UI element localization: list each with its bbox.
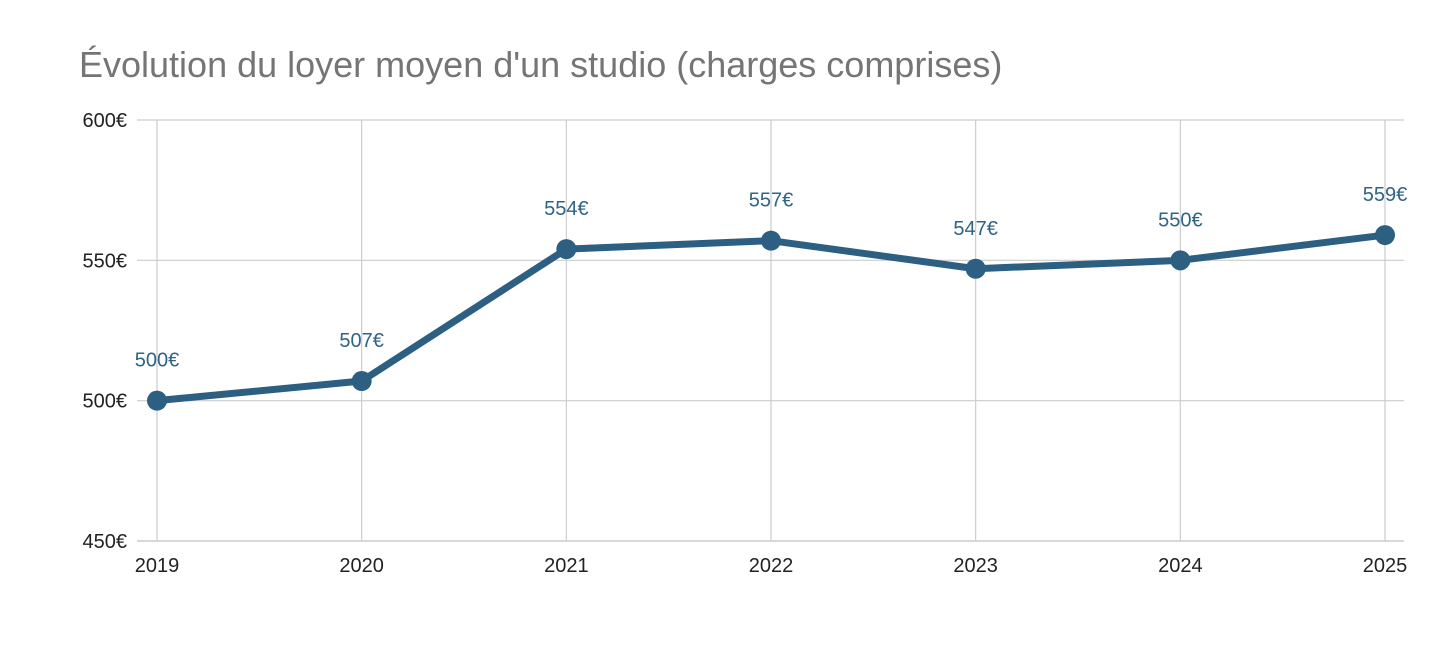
data-point — [761, 230, 781, 251]
data-point — [556, 239, 577, 260]
data-point — [965, 258, 986, 279]
x-tick-label: 2020 — [339, 555, 384, 577]
data-point — [147, 390, 167, 411]
chart-title: Évolution du loyer moyen d'un studio (ch… — [79, 44, 1003, 85]
y-tick-label: 450€ — [83, 531, 128, 553]
data-label: 559€ — [1363, 184, 1408, 206]
axis-labels: 450€ 500€ 550€ 600€ 2019 2020 2021 2022 2023 2024… — [83, 110, 1408, 577]
data-labels: 500€ 507€ 554€ 557€ 547€ 550€ 559€ — [135, 184, 1408, 372]
data-label: 507€ — [339, 330, 384, 352]
x-tick-label: 2024 — [1158, 555, 1203, 577]
x-tick-label: 2025 — [1363, 555, 1408, 577]
data-label: 500€ — [135, 350, 180, 372]
data-point — [1375, 225, 1395, 246]
x-tick-label: 2019 — [135, 555, 180, 577]
data-label: 547€ — [953, 218, 998, 240]
x-tick-label: 2022 — [749, 555, 794, 577]
data-label: 550€ — [1158, 209, 1203, 231]
data-point — [1170, 250, 1191, 271]
grid-lines — [137, 119, 1404, 542]
y-tick-label: 550€ — [83, 250, 128, 272]
series — [147, 225, 1395, 411]
data-label: 557€ — [749, 190, 794, 212]
y-tick-label: 600€ — [83, 110, 128, 132]
data-label: 554€ — [544, 198, 589, 220]
data-point — [351, 371, 372, 392]
y-tick-label: 500€ — [83, 391, 128, 413]
x-tick-label: 2023 — [953, 555, 998, 577]
x-tick-label: 2021 — [544, 555, 589, 577]
